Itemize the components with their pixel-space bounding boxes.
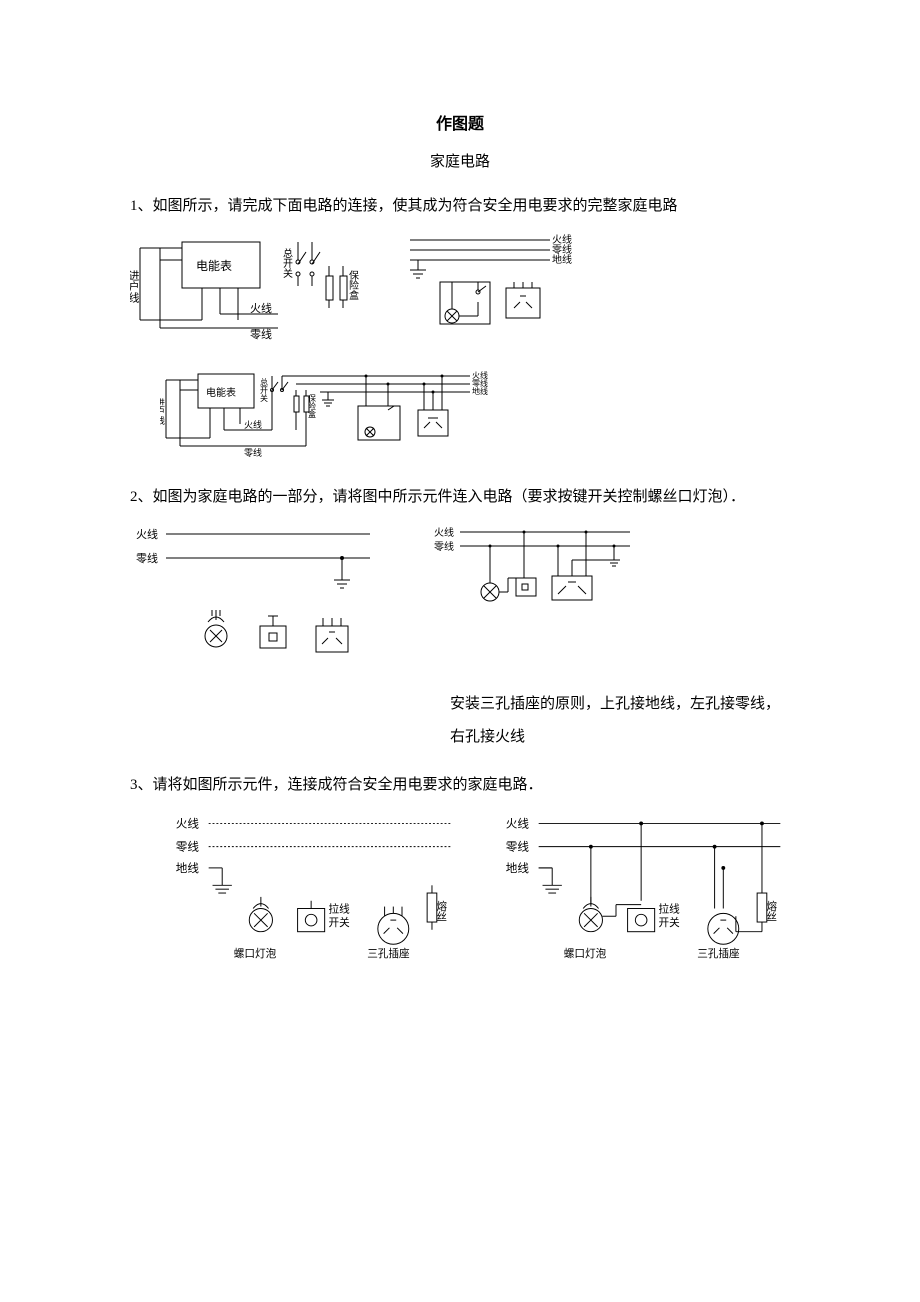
svg-text:火线: 火线 [434,526,454,539]
q3-prompt: 3、请将如图所示元件，连接成符合安全用电要求的家庭电路． [130,770,790,802]
page-subtitle: 家庭电路 [130,148,790,177]
svg-text:总开关: 总开关 [260,377,269,403]
label-lingxian-a: 零线 [250,327,272,341]
q3-label-luokou-l: 螺口灯泡 [234,947,277,960]
svg-text:火线: 火线 [506,817,530,831]
svg-text:地线: 地线 [506,861,530,875]
svg-text:三孔插座: 三孔插座 [367,947,410,960]
label-fuse: 保险盒 [347,269,359,300]
q2-prompt: 2、如图为家庭电路的一部分，请将图中所示元件连入电路（要求按键开关控制螺丝口灯泡… [130,482,790,514]
q2-ans-line1: 安装三孔插座的原则，上孔接地线，左孔接零线， [450,688,790,721]
question-1: 1、如图所示，请完成下面电路的连接，使其成为符合安全用电要求的完整家庭电路 进户… [130,191,790,467]
svg-text:火线: 火线 [136,527,158,541]
q3-figure-answer: 火线 零线 地线 [500,809,790,979]
svg-text:螺口灯泡: 螺口灯泡 [564,947,607,960]
q3-figure-problem: 火线 零线 地线 螺口灯泡 [170,809,460,979]
svg-text:开关: 开关 [659,916,681,929]
svg-text:拉线: 拉线 [329,903,351,916]
label-meter: 电能表 [196,259,232,273]
q2-ans-line2: 右孔接火线 [450,721,790,754]
page-title: 作图题 [130,110,790,140]
question-3: 3、请将如图所示元件，连接成符合安全用电要求的家庭电路． 火线 零线 地线 [130,770,790,980]
label-master: 总开关 [281,247,293,279]
svg-text:三孔插座: 三孔插座 [697,947,740,960]
svg-text:零线: 零线 [244,447,262,458]
svg-text:零线: 零线 [136,551,158,565]
q2-figures: 火线 零线 [130,522,790,672]
svg-text:熔丝: 熔丝 [765,901,776,923]
svg-text:火线: 火线 [176,817,200,831]
svg-text:零线: 零线 [434,540,454,553]
question-2: 2、如图为家庭电路的一部分，请将图中所示元件连入电路（要求按键开关控制螺丝口灯泡… [130,482,790,754]
label-huoxian-a: 火线 [250,301,272,315]
q3-figures: 火线 零线 地线 螺口灯泡 [170,809,790,979]
svg-text:保险盒: 保险盒 [308,393,317,418]
q1-prompt: 1、如图所示，请完成下面电路的连接，使其成为符合安全用电要求的完整家庭电路 [130,191,790,223]
label-jinhu2: 进户线 [160,398,165,425]
svg-text:火线: 火线 [244,419,262,430]
q2-figure-problem: 火线 零线 [130,522,390,672]
q1-figure-answer: 进户线 电能表 火线 零线 总 [160,366,790,466]
svg-text:拉线: 拉线 [659,903,681,916]
svg-text:熔丝: 熔丝 [435,901,446,923]
svg-text:地线: 地线 [176,861,200,875]
q2-answer: 安装三孔插座的原则，上孔接地线，左孔接零线， 右孔接火线 [450,688,790,754]
q1-figure-problem: 进户线 电能表 火线 零线 [130,230,790,350]
svg-text:地线: 地线 [472,386,488,396]
label-jinhu: 进户线 [130,270,140,303]
label-di-r: 地线 [552,253,572,266]
q2-figure-answer: 火线 零线 [430,522,640,632]
label-meter2: 电能表 [206,386,236,399]
svg-text:开关: 开关 [329,916,351,929]
svg-text:零线: 零线 [506,840,530,854]
svg-text:零线: 零线 [176,840,200,854]
